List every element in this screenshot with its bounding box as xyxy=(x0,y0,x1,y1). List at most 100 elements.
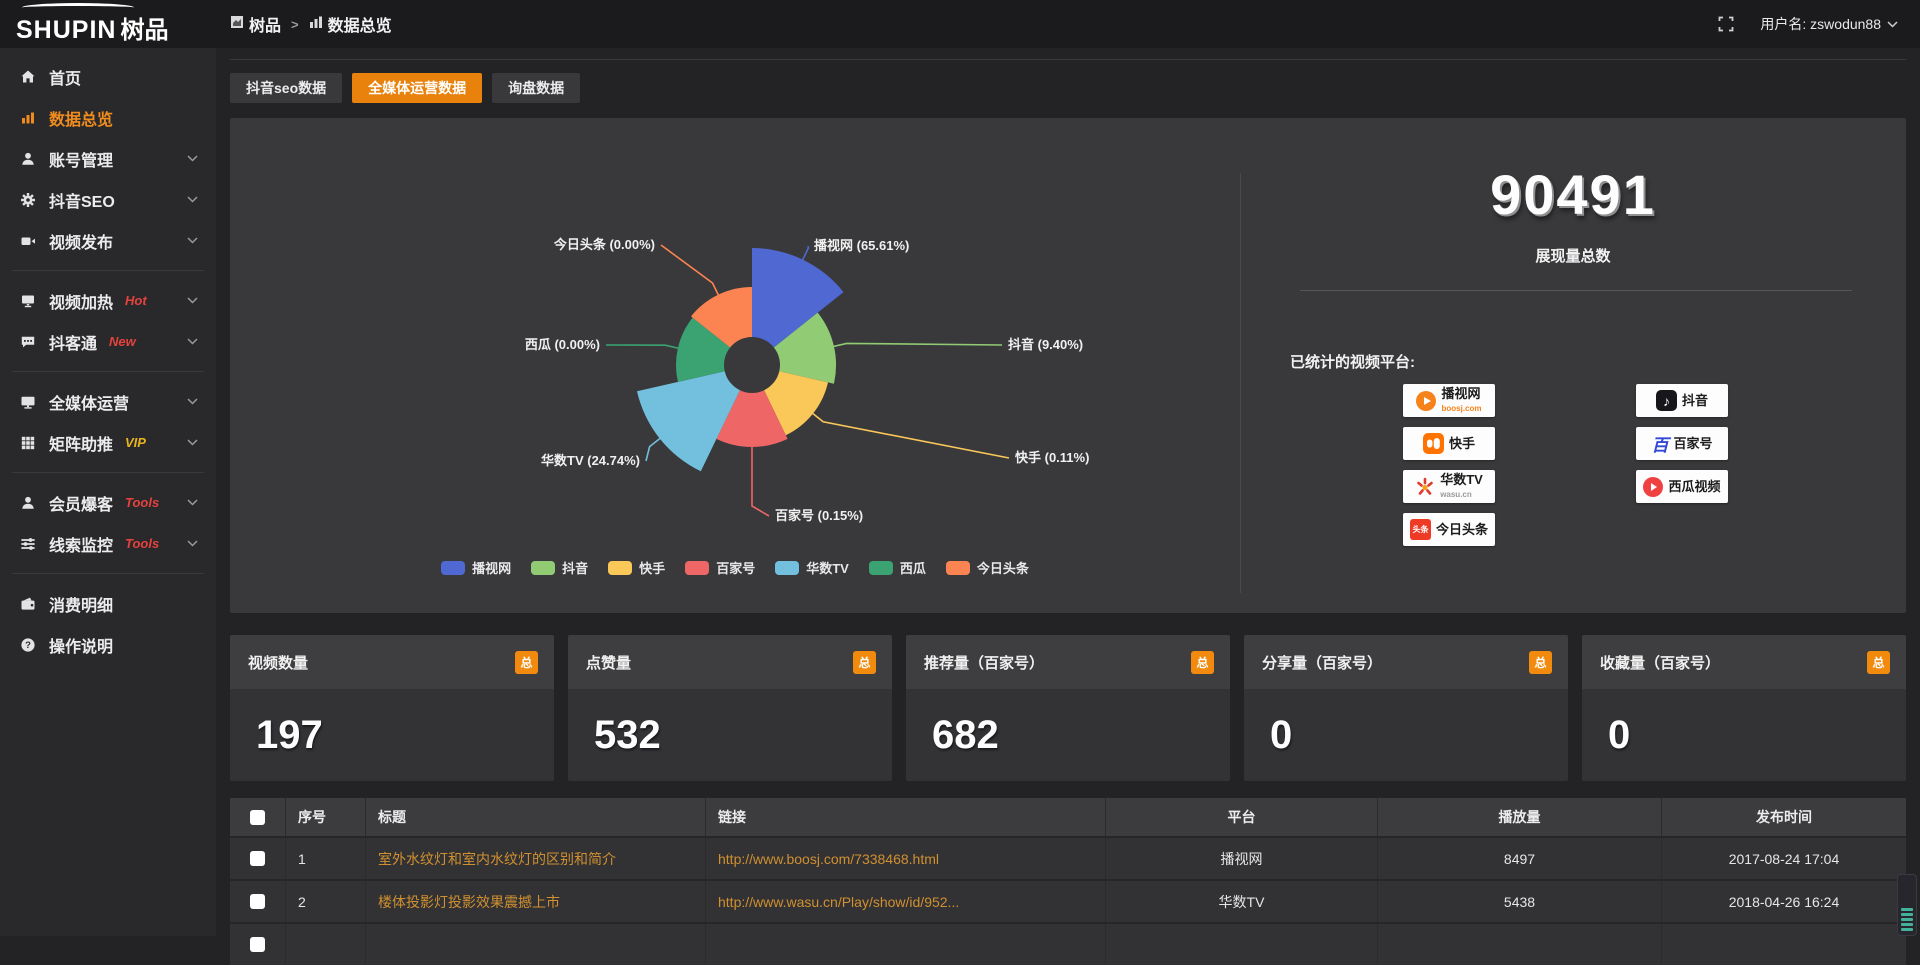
chevron-down-icon xyxy=(187,439,198,446)
total-badge[interactable]: 总 xyxy=(1529,651,1552,674)
row-title: 室外水纹灯和室内水纹灯的区别和简介 xyxy=(366,838,706,879)
app-logo[interactable]: SHUPIN 树品 xyxy=(0,3,216,45)
sidebar-item-account-management[interactable]: 账号管理 xyxy=(0,138,216,179)
sidebar-item-data-overview[interactable]: 数据总览 xyxy=(0,97,216,138)
breadcrumb: 树品 > 数据总览 xyxy=(230,12,392,36)
stat-card-1: 点赞量 总 532 xyxy=(568,635,892,781)
video-url-link[interactable]: http://www.wasu.cn/Play/show/id/952... xyxy=(718,894,959,910)
pie-label-line xyxy=(802,246,809,262)
legend-item-boosj[interactable]: 播视网 xyxy=(441,558,511,577)
sidebar-item-operation-guide[interactable]: ?操作说明 xyxy=(0,624,216,665)
video-url-link[interactable]: http://www.boosj.com/7338468.html xyxy=(718,851,939,867)
pie-slice-wasu-tv[interactable] xyxy=(637,371,740,471)
legend-label: 播视网 xyxy=(472,558,511,577)
stat-card-value: 0 xyxy=(1270,713,1292,758)
home-icon xyxy=(20,69,36,85)
legend-item-douyin[interactable]: 抖音 xyxy=(531,558,588,577)
col-platform: 平台 xyxy=(1106,798,1378,836)
platform-name: 今日头条 xyxy=(1436,523,1488,536)
legend-item-toutiao[interactable]: 今日头条 xyxy=(946,558,1029,577)
grid-icon xyxy=(20,435,36,451)
breadcrumb-item-shupin[interactable]: 树品 xyxy=(230,12,281,36)
platform-badge-xigua: 西瓜视频 xyxy=(1636,470,1728,503)
chevron-down-icon xyxy=(187,297,198,304)
scroll-widget[interactable] xyxy=(1897,874,1917,936)
platform-name: 快手 xyxy=(1449,437,1475,450)
tab-inquiry-data[interactable]: 询盘数据 xyxy=(492,73,580,103)
legend-item-kuaishou[interactable]: 快手 xyxy=(608,558,665,577)
sidebar-item-label: 视频发布 xyxy=(49,229,113,253)
video-title-link[interactable]: 室外水纹灯和室内水纹灯的区别和简介 xyxy=(378,849,616,869)
row-views: 8497 xyxy=(1378,838,1662,879)
chevron-down-icon xyxy=(187,338,198,345)
username-dropdown[interactable]: 用户名: zswodun88 xyxy=(1760,14,1898,34)
legend-label: 西瓜 xyxy=(900,558,926,577)
stat-card-title: 推荐量（百家号） xyxy=(924,652,1044,673)
legend-item-xigua[interactable]: 西瓜 xyxy=(869,558,926,577)
chevron-down-icon xyxy=(187,237,198,244)
stat-card-body: 0 xyxy=(1244,689,1568,781)
video-title-link[interactable]: 楼体投影灯投影效果震撼上市 xyxy=(378,892,560,912)
chevron-down-icon xyxy=(187,499,198,506)
stat-card-body: 532 xyxy=(568,689,892,781)
sidebar-item-douyin-seo[interactable]: 抖音SEO xyxy=(0,179,216,220)
gear-icon xyxy=(20,192,36,208)
sidebar-divider xyxy=(12,270,204,271)
sidebar-item-label: 消费明细 xyxy=(49,592,113,616)
bar-chart-icon xyxy=(20,110,36,126)
fullscreen-icon[interactable] xyxy=(1718,16,1734,32)
row-select-cell xyxy=(230,838,286,879)
legend-label: 快手 xyxy=(639,558,665,577)
row-title xyxy=(366,924,706,965)
row-link: http://www.wasu.cn/Play/show/id/952... xyxy=(706,881,1106,922)
sidebar-item-consumption-detail[interactable]: 消费明细 xyxy=(0,583,216,624)
row-title: 楼体投影灯投影效果震撼上市 xyxy=(366,881,706,922)
legend-item-wasu-tv[interactable]: 华数TV xyxy=(775,558,849,577)
row-checkbox[interactable] xyxy=(250,851,265,866)
total-badge[interactable]: 总 xyxy=(853,651,876,674)
sidebar-item-home[interactable]: 首页 xyxy=(0,56,216,97)
total-badge[interactable]: 总 xyxy=(1867,651,1890,674)
tab-douyin-seo-data[interactable]: 抖音seo数据 xyxy=(230,73,342,103)
chat-icon xyxy=(20,334,36,350)
sidebar-badge: Hot xyxy=(125,293,147,308)
breadcrumb-item-data-overview[interactable]: 数据总览 xyxy=(309,12,392,36)
total-badge[interactable]: 总 xyxy=(1191,651,1214,674)
platform-badge-kuaishou: 快手 xyxy=(1403,427,1495,460)
row-select-cell xyxy=(230,881,286,922)
help-icon: ? xyxy=(20,637,36,653)
stat-card-title: 点赞量 xyxy=(586,652,631,673)
chevron-down-icon xyxy=(1887,21,1898,28)
select-all-checkbox[interactable] xyxy=(250,810,265,825)
summary-divider xyxy=(1300,290,1852,291)
stat-card-value: 197 xyxy=(256,713,323,758)
total-badge[interactable]: 总 xyxy=(515,651,538,674)
row-checkbox[interactable] xyxy=(250,937,265,952)
tab-media-operation-data[interactable]: 全媒体运营数据 xyxy=(352,73,482,103)
stat-card-header: 点赞量 总 xyxy=(568,635,892,689)
row-index xyxy=(286,924,366,965)
sidebar-item-media-operation[interactable]: 全媒体运营 xyxy=(0,381,216,422)
platform-badge-baijiahao: 百百家号 xyxy=(1636,427,1728,460)
row-select-cell xyxy=(230,924,286,965)
legend-item-baijiahao[interactable]: 百家号 xyxy=(685,558,755,577)
sidebar-item-video-publish[interactable]: 视频发布 xyxy=(0,220,216,261)
col-title: 标题 xyxy=(366,798,706,836)
legend-label: 抖音 xyxy=(562,558,588,577)
platform-badge-douyin: ♪抖音 xyxy=(1636,384,1728,417)
row-views xyxy=(1378,924,1662,965)
row-checkbox[interactable] xyxy=(250,894,265,909)
sidebar-badge: Tools xyxy=(125,495,159,510)
video-icon xyxy=(20,233,36,249)
rose-chart: 播视网 (65.61%)抖音 (9.40%)快手 (0.11%)百家号 (0.1… xyxy=(230,118,1240,613)
row-link: http://www.boosj.com/7338468.html xyxy=(706,838,1106,879)
